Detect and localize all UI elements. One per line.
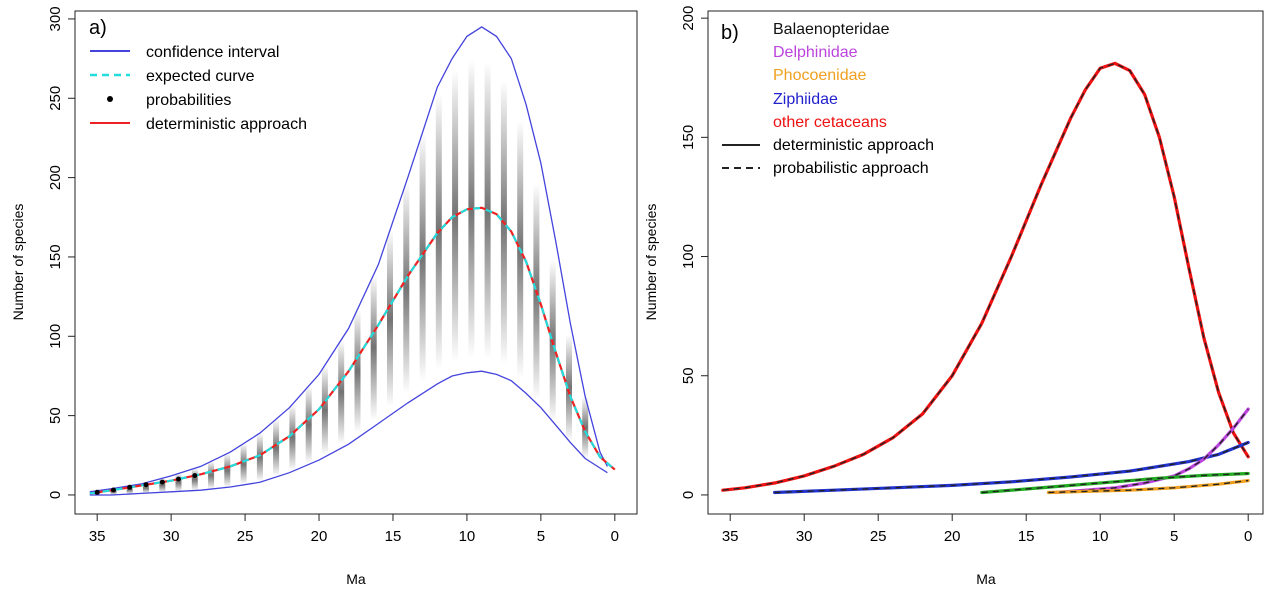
y-tick-label: 100 [47,324,64,349]
y-tick-label: 200 [680,6,697,31]
series-dashed-delphinidae [1055,408,1249,494]
y-axis-label: Number of species [10,204,26,321]
probability-bar [126,485,133,495]
legend-label: expected curve [146,68,255,85]
probability-bar [582,396,589,459]
probability-bar [387,230,393,407]
x-tick-label: 35 [722,528,739,545]
x-tick-label: 15 [385,528,402,545]
probability-point [143,482,149,488]
y-tick-label: 200 [47,165,64,190]
y-tick-label: 300 [47,6,64,31]
series-dashed-balaenopteridae [774,441,1249,494]
probability-point [159,479,165,485]
probability-bar [354,309,361,433]
y-axis-label: Number of species [643,204,659,321]
legend-label: deterministic approach [773,137,934,154]
probability-bar [143,482,149,494]
probability-bar [566,334,572,441]
probability-bar [370,274,377,420]
y-tick-label: 150 [47,244,64,269]
probability-point [127,484,133,490]
x-tick-label: 25 [870,528,887,545]
x-tick-label: 10 [1092,528,1109,545]
x-tick-label: 0 [611,528,619,545]
probability-bar [403,182,410,394]
y-tick-label: 150 [680,125,697,150]
x-tick-label: 5 [1170,528,1178,545]
legend: confidence interval expected curve proba… [90,44,307,133]
panel-label: b) [721,22,739,44]
x-axis-label: Ma [976,571,996,587]
probability-bar [256,433,263,482]
probability-point [176,476,181,482]
legend-label: Phocoenidae [773,67,867,84]
panel-label: a) [89,17,107,39]
probability-bar [240,443,247,485]
probability-bar [224,453,231,488]
legend-label: Delphinidae [773,44,858,61]
legend-label: deterministic approach [146,116,307,133]
series-dashed-other-cetaceans [722,62,1249,491]
probability-bar [289,404,296,471]
probability-bar [419,132,426,382]
probability-bar [338,339,345,445]
y-tick-label: 0 [47,491,64,499]
x-tick-label: 5 [537,528,545,545]
deterministic-line [89,206,616,495]
legend-label: Balaenopteridae [773,21,890,38]
y-tick-label: 0 [680,491,697,499]
legend-label: other cetaceans [773,114,887,131]
probability-bar [175,473,182,492]
x-tick-label: 30 [796,528,813,545]
x-tick-label: 15 [1018,528,1035,545]
plot-frame [74,10,638,515]
probability-bar [191,468,198,491]
legend-label: probabilistic approach [773,160,929,177]
legend-label: confidence interval [146,44,279,61]
plot-frame [707,10,1264,515]
legend-swatch-points [107,96,113,102]
x-tick-label: 25 [237,528,254,545]
series-dashed-ziphiidae [981,472,1249,494]
legend-label: Ziphiidae [773,91,838,108]
probability-bar [305,386,312,464]
probability-bar [321,365,328,455]
y-tick-label: 250 [47,86,64,111]
x-tick-label: 10 [459,528,476,545]
series-line-balaenopteridae [773,440,1250,495]
series-dashed-phocoenidae [1048,479,1249,494]
x-tick-label: 0 [1244,528,1252,545]
x-tick-label: 20 [944,528,961,545]
probability-bar [273,419,280,477]
ci-lower-line [89,370,608,496]
y-tick-label: 50 [47,407,64,424]
ci-upper-line [89,26,608,493]
probability-point [192,473,198,479]
x-tick-label: 35 [89,528,106,545]
x-tick-label: 30 [163,528,180,545]
legend-label: probabilities [146,92,231,109]
probability-bar [159,478,166,493]
probability-point [111,487,116,493]
x-tick-label: 20 [311,528,328,545]
probability-point [94,489,100,495]
legend: Balaenopteridae Delphinidae Phocoenidae … [722,21,934,177]
y-tick-label: 50 [680,367,697,384]
x-axis-label: Ma [346,571,366,587]
probability-bar [208,461,215,490]
y-tick-label: 100 [680,244,697,269]
